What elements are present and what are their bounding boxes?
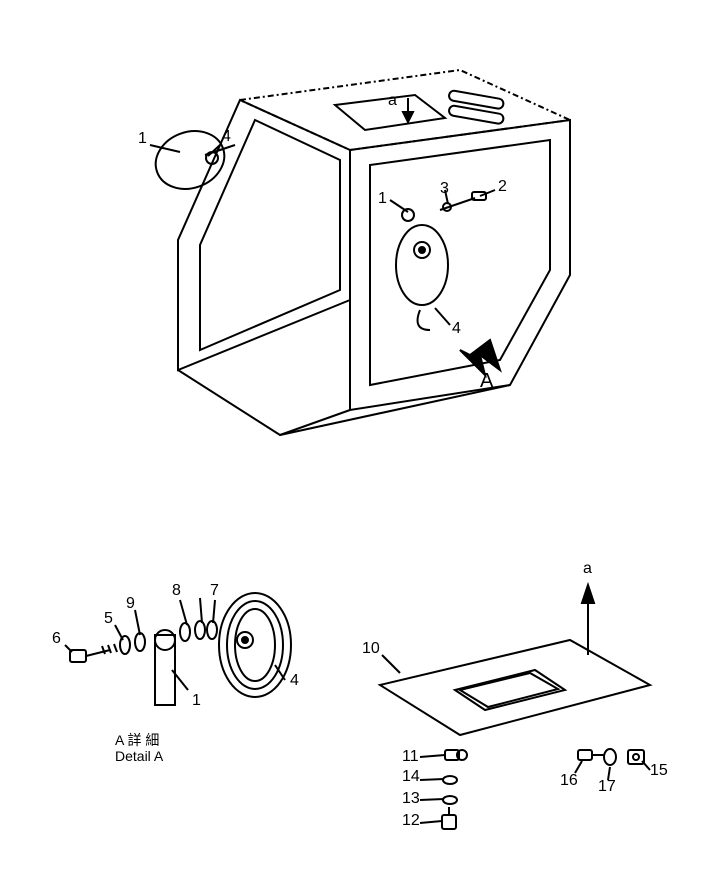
callout-13: 13 [402, 790, 420, 808]
right-handle [396, 192, 486, 330]
callout-3: 3 [440, 180, 449, 198]
diagram-svg [0, 0, 710, 895]
callout-12: 12 [402, 812, 420, 830]
main-cab [148, 70, 570, 435]
callout-4-left: 4 [222, 128, 231, 146]
callout-17: 17 [598, 778, 616, 796]
label-big-A: A [480, 370, 493, 393]
detail-a-group [65, 593, 291, 705]
callout-15: 15 [650, 762, 668, 780]
callout-4-right: 4 [452, 320, 461, 338]
callout-14: 14 [402, 768, 420, 786]
callout-10: 10 [362, 640, 380, 658]
callout-1-right: 1 [378, 190, 387, 208]
callout-7: 7 [210, 582, 219, 600]
callout-2: 2 [498, 178, 507, 196]
callout-4-detail: 4 [290, 672, 299, 690]
label-a-panel: a [583, 560, 592, 578]
callout-8: 8 [172, 582, 181, 600]
callout-11: 11 [402, 748, 419, 766]
callout-9: 9 [126, 595, 135, 613]
callout-1-left: 1 [138, 130, 147, 148]
callout-5: 5 [104, 610, 113, 628]
label-a-roof: a [388, 92, 397, 110]
callout-6: 6 [52, 630, 61, 648]
detail-a-title-jp: A 詳 細 [115, 730, 159, 750]
callout-1-detail: 1 [192, 692, 201, 710]
callout-16: 16 [560, 772, 578, 790]
detail-a-title-en: Detail A [115, 748, 163, 764]
